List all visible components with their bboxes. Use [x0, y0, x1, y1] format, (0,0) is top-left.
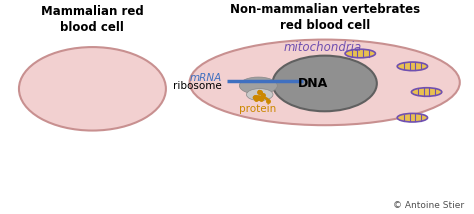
Text: protein: protein [239, 104, 277, 114]
Ellipse shape [397, 113, 428, 122]
Ellipse shape [190, 40, 460, 125]
Ellipse shape [397, 62, 428, 71]
Text: Non-mammalian vertebrates
red blood cell: Non-mammalian vertebrates red blood cell [229, 3, 420, 32]
Text: mRNA: mRNA [190, 73, 222, 83]
Text: © Antoine Stier: © Antoine Stier [393, 201, 465, 210]
Ellipse shape [411, 88, 442, 96]
Circle shape [239, 77, 277, 94]
Text: ribosome: ribosome [173, 81, 222, 91]
Text: Mammalian red
blood cell: Mammalian red blood cell [41, 5, 144, 34]
Ellipse shape [19, 47, 166, 131]
Text: DNA: DNA [298, 77, 328, 90]
Ellipse shape [273, 56, 377, 111]
Circle shape [246, 89, 273, 101]
Ellipse shape [345, 49, 375, 58]
Text: mitochondria: mitochondria [283, 41, 362, 54]
